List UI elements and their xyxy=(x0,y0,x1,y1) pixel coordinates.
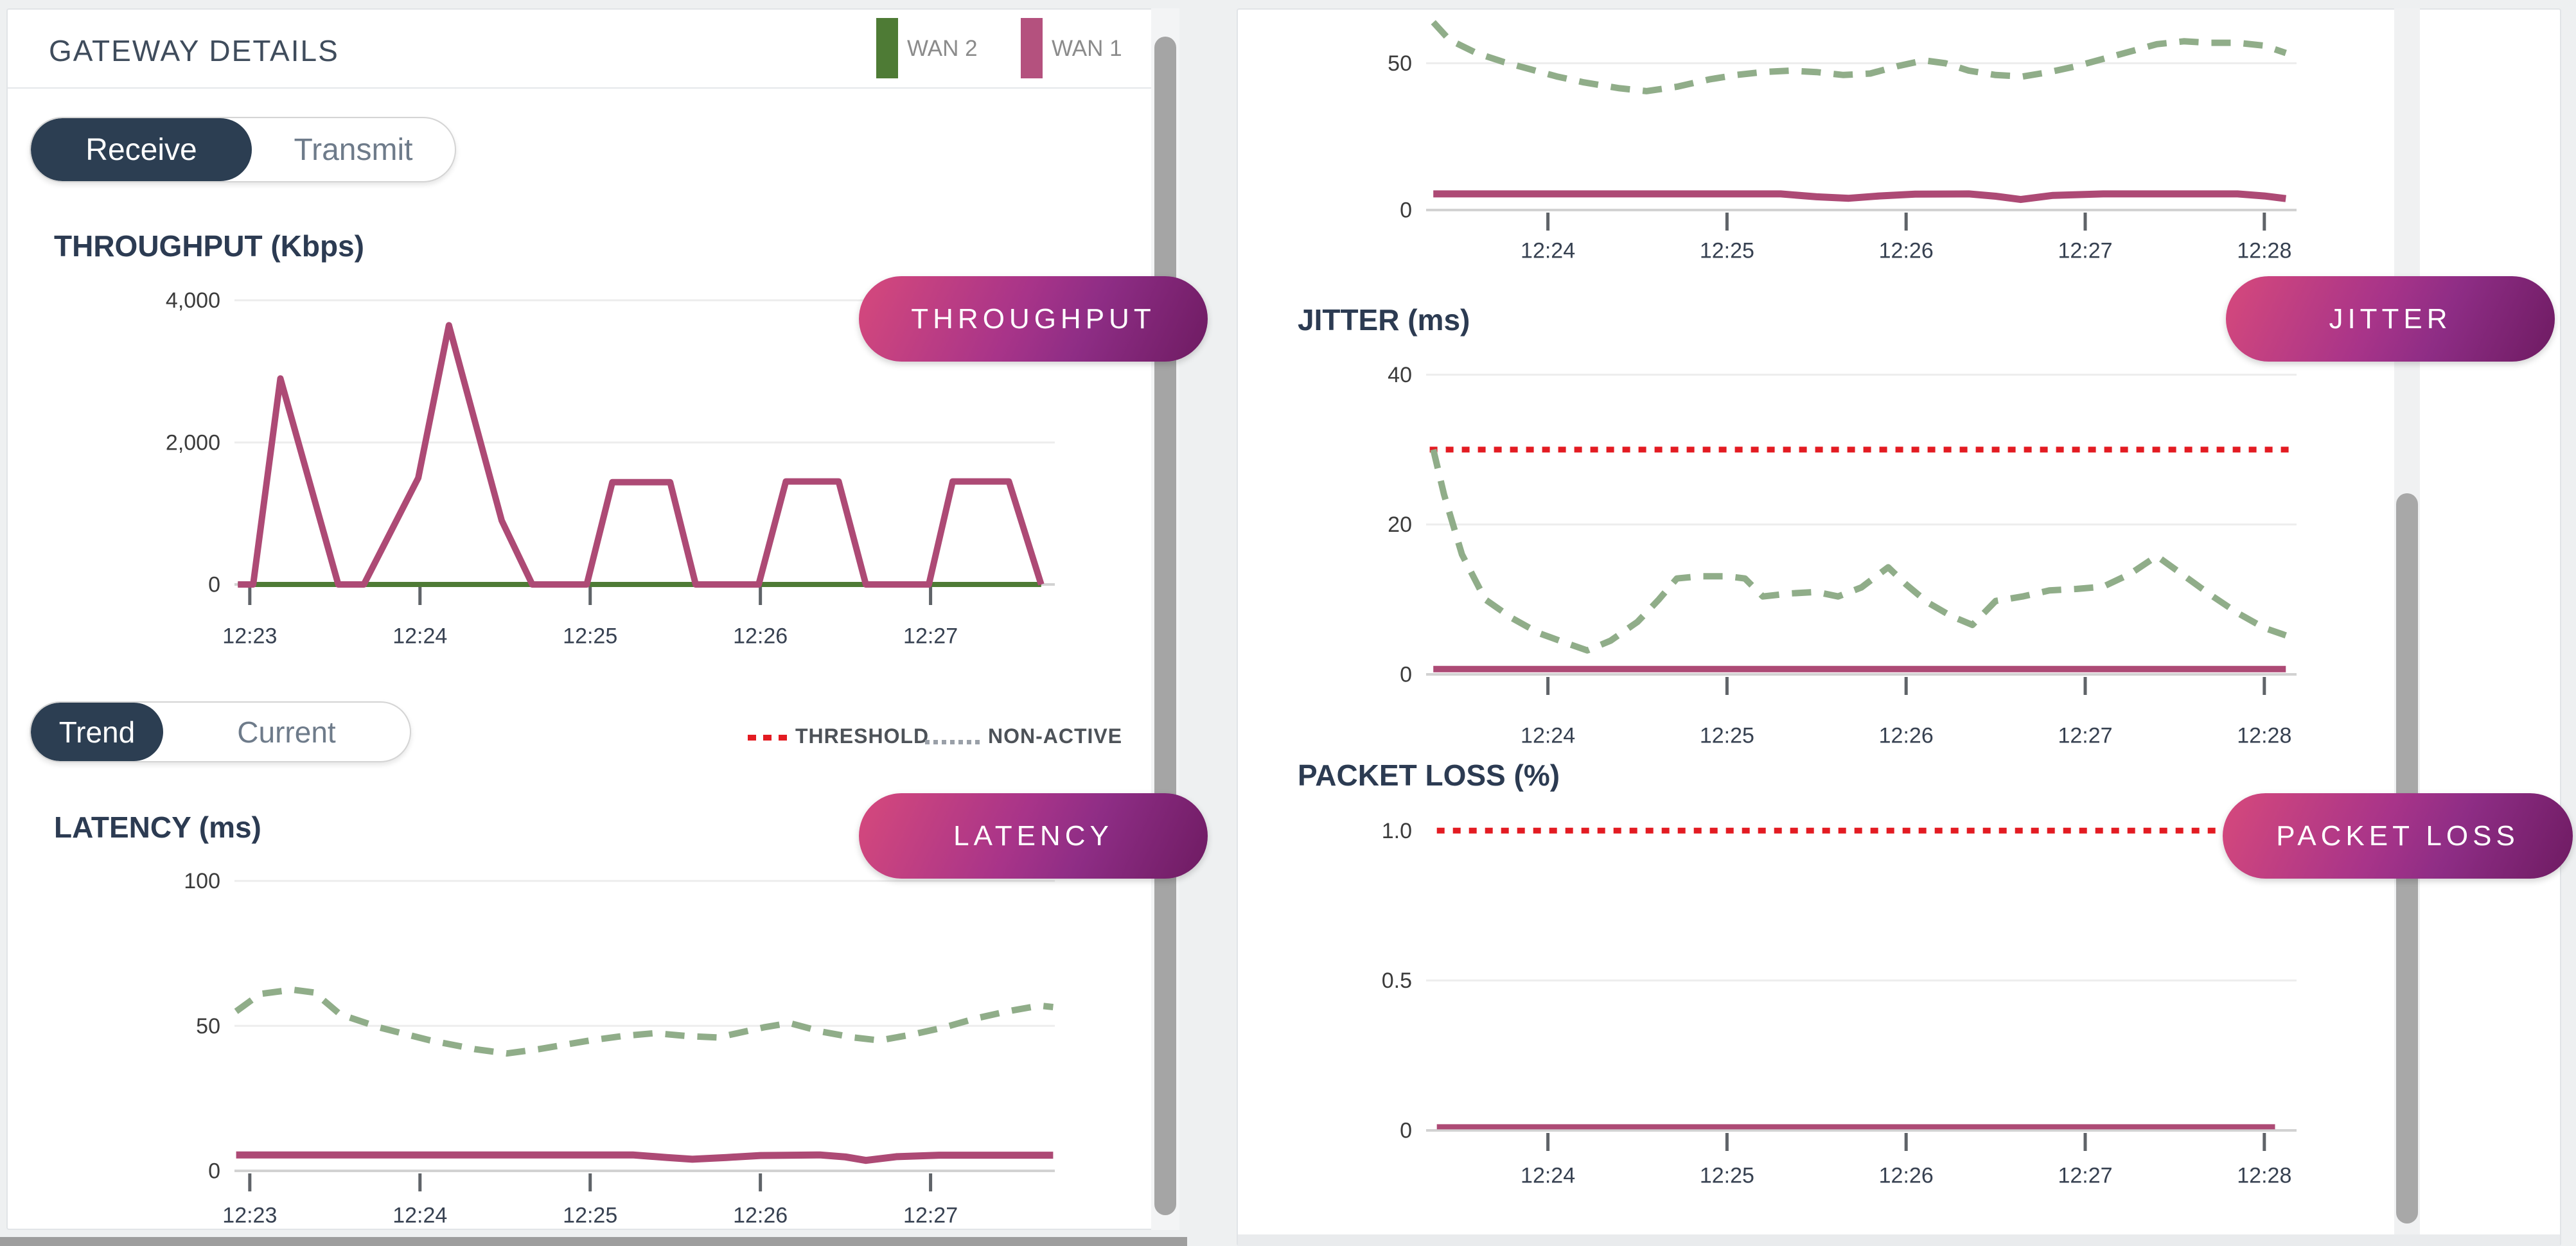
latency-chart-title: LATENCY (ms) xyxy=(54,811,261,844)
wan1-legend-swatch xyxy=(1021,18,1043,78)
latency-badge: LATENCY xyxy=(859,793,1208,879)
page-title: GATEWAY DETAILS xyxy=(49,34,339,67)
direction-toggle: Receive Transmit xyxy=(30,117,456,182)
receive-toggle-button[interactable]: Receive xyxy=(31,118,252,181)
gateway-details-card xyxy=(6,8,1179,1230)
nonactive-legend-label: NON-ACTIVE xyxy=(988,724,1123,748)
nonactive-line-sample xyxy=(925,740,982,744)
wan2-legend-swatch xyxy=(876,18,898,78)
wan2-legend-label: WAN 2 xyxy=(907,36,978,61)
threshold-line-sample xyxy=(748,735,789,741)
metrics-overflow-card xyxy=(1237,8,2561,1246)
right-horizontal-scrollbar-track xyxy=(1238,1234,2560,1246)
transmit-toggle-button[interactable]: Transmit xyxy=(294,132,413,167)
jitter-badge: JITTER xyxy=(2226,276,2555,362)
header-divider xyxy=(8,87,1178,89)
packet-loss-badge: PACKET LOSS xyxy=(2223,793,2573,879)
throughput-chart-title: THROUGHPUT (Kbps) xyxy=(54,229,364,263)
wan1-legend-label: WAN 1 xyxy=(1052,36,1122,61)
mode-toggle: Trend Current xyxy=(30,701,411,762)
threshold-legend-label: THRESHOLD xyxy=(795,724,930,748)
current-toggle-button[interactable]: Current xyxy=(237,715,336,749)
trend-toggle-button[interactable]: Trend xyxy=(31,703,163,761)
packet-loss-chart-title: PACKET LOSS (%) xyxy=(1298,759,1560,792)
bottom-horizontal-scrollbar-thumb[interactable] xyxy=(0,1237,1187,1246)
left-vertical-scrollbar-thumb[interactable] xyxy=(1154,37,1176,1215)
throughput-badge: THROUGHPUT xyxy=(859,276,1208,362)
jitter-chart-title: JITTER (ms) xyxy=(1298,303,1470,337)
